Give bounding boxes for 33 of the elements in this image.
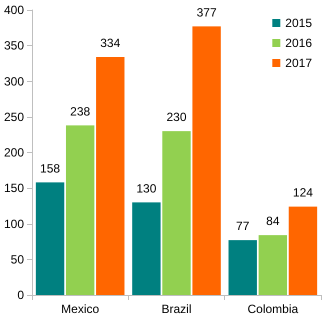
y-tick-label: 350 — [4, 38, 24, 53]
data-label: 130 — [136, 181, 157, 196]
y-tick-label: 300 — [4, 74, 24, 88]
bar — [66, 125, 94, 295]
legend-label: 2016 — [285, 36, 312, 50]
data-label: 334 — [100, 36, 121, 50]
legend-label: 2017 — [285, 56, 312, 70]
y-tick-label: 250 — [4, 110, 24, 124]
x-tick-label: Mexico — [61, 302, 100, 316]
y-tick-label: 200 — [4, 146, 24, 160]
y-tick-label: 50 — [10, 252, 24, 266]
data-label: 238 — [70, 104, 90, 118]
y-tick-label: 100 — [4, 216, 24, 231]
y-tick-label: 0 — [17, 288, 24, 302]
bar — [192, 26, 221, 295]
bar — [162, 131, 191, 295]
data-label: 158 — [40, 161, 60, 176]
bar — [228, 240, 257, 295]
bar — [36, 182, 64, 295]
legend-label: 2015 — [285, 16, 312, 30]
data-label: 377 — [196, 5, 217, 20]
data-label: 77 — [236, 219, 250, 234]
data-label: 230 — [166, 110, 187, 124]
data-label: 84 — [266, 214, 280, 228]
y-tick-label: 400 — [4, 3, 24, 17]
bar — [96, 57, 124, 295]
x-tick-label: Colombia — [247, 302, 298, 316]
data-label: 124 — [292, 186, 314, 200]
bar — [132, 202, 161, 295]
x-tick-label: Brazil — [161, 302, 192, 316]
bar — [288, 206, 318, 295]
bar — [258, 235, 288, 295]
y-tick-label: 150 — [4, 181, 24, 196]
